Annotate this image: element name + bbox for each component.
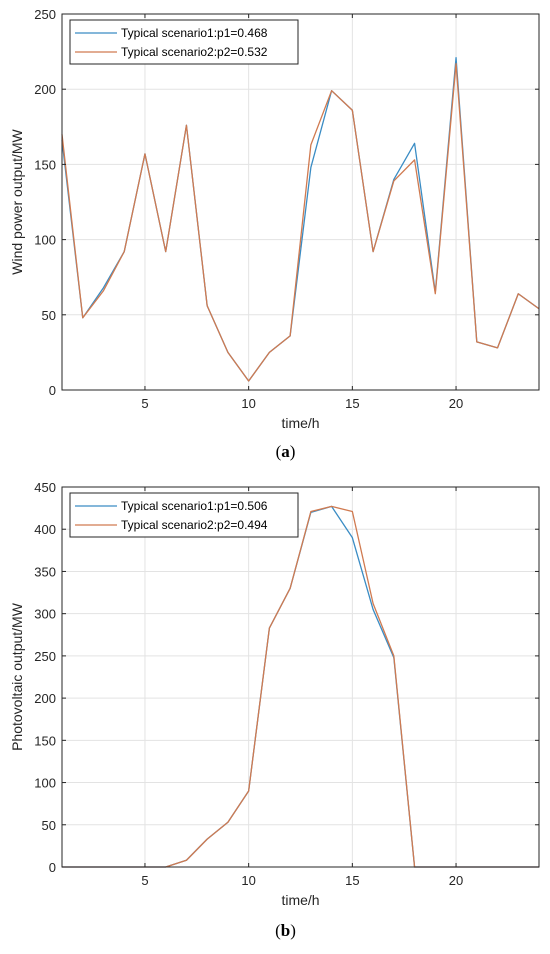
series-line-2 (61, 62, 540, 382)
y-tick-label: 0 (49, 860, 56, 875)
y-tick-label: 50 (42, 308, 56, 323)
panel-caption: (b) (275, 921, 296, 940)
legend-box (69, 492, 299, 538)
y-tick-label: 200 (34, 82, 56, 97)
y-tick-label: 0 (49, 383, 56, 398)
y-tick-label: 300 (34, 607, 56, 622)
legend-label-2: Typical scenario2:p2=0.532 (121, 45, 268, 59)
y-tick-label: 250 (34, 649, 56, 664)
plot-area (62, 14, 539, 390)
x-tick-label: 15 (345, 873, 359, 888)
caption-close: ) (290, 442, 296, 461)
y-tick-label: 50 (42, 818, 56, 833)
caption-open: ( (275, 921, 281, 940)
x-tick-label: 20 (449, 396, 463, 411)
y-tick-label: 350 (34, 564, 56, 579)
y-tick-label: 200 (34, 691, 56, 706)
caption-open: ( (276, 442, 282, 461)
y-tick-label: 100 (34, 776, 56, 791)
caption-letter: b (281, 921, 290, 940)
caption-close: ) (290, 921, 296, 940)
legend-label-1: Typical scenario1:p1=0.506 (121, 499, 268, 513)
axes-box (61, 13, 540, 391)
y-tick-label: 100 (34, 233, 56, 248)
y-axis-label: Wind power output/MW (9, 128, 25, 274)
panel-caption: (a) (276, 442, 296, 461)
y-tick-label: 250 (34, 7, 56, 22)
legend-label-2: Typical scenario2:p2=0.494 (121, 518, 268, 532)
x-axis-label: time/h (281, 892, 319, 908)
x-tick-label: 5 (141, 396, 148, 411)
chart-b: 5 10 15 20050100150200250300350400450time/h… (9, 480, 540, 940)
x-tick-label: 15 (345, 396, 359, 411)
x-tick-label: 5 (141, 873, 148, 888)
axes-box (61, 486, 540, 868)
y-tick-label: 400 (34, 522, 56, 537)
y-tick-label: 150 (34, 157, 56, 172)
y-axis-label: Photovoltaic output/MW (9, 602, 25, 751)
y-tick-label: 450 (34, 480, 56, 495)
plot-area (62, 487, 539, 867)
x-tick-label: 10 (241, 396, 255, 411)
legend-label-1: Typical scenario1:p1=0.468 (121, 26, 268, 40)
x-tick-label: 10 (241, 873, 255, 888)
legend-box (69, 19, 299, 65)
caption-letter: a (281, 442, 290, 461)
x-axis-label: time/h (281, 415, 319, 431)
y-tick-label: 150 (34, 733, 56, 748)
x-tick-label: 20 (449, 873, 463, 888)
